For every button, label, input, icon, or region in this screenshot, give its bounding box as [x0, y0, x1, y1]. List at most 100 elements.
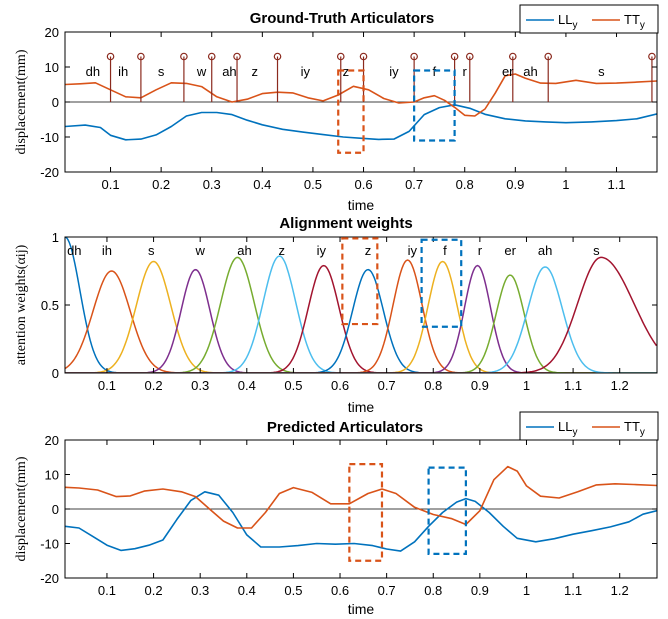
phoneme-label: iy [389, 64, 399, 79]
x-tick-label: 0.5 [284, 583, 302, 598]
x-tick-label: 0.8 [456, 177, 474, 192]
phoneme-label: r [478, 243, 483, 258]
x-tick-label: 0.3 [191, 378, 209, 393]
x-tick-label: 1.1 [564, 378, 582, 393]
phoneme-label: z [279, 243, 286, 258]
attention-curve-14 [65, 257, 657, 373]
y-tick-label: 10 [45, 468, 59, 483]
y-tick-label: 0.5 [41, 298, 59, 313]
panel-ground-truth: Ground-Truth Articulators 0.1 0.2 0.3 0.4 0.… [14, 5, 658, 213]
phoneme-label: w [196, 64, 207, 79]
legend: LLy TTy [520, 412, 658, 440]
y-tick-label: 0 [52, 366, 59, 381]
y-tick-label: -10 [40, 130, 59, 145]
panel-alignment: Alignment weights 0.1 0.2 0.3 0.4 0.5 0.6 0.7 0… [14, 215, 657, 415]
x-tick-label: 0.8 [424, 583, 442, 598]
x-tick-label: 0.4 [253, 177, 271, 192]
x-tick-label: 0.4 [238, 583, 256, 598]
phoneme-label: dh [67, 243, 81, 258]
attention-curve-12 [65, 275, 657, 373]
x-tick-label: 0.6 [331, 378, 349, 393]
x-tick-label: 0.9 [471, 583, 489, 598]
x-tick-label: 0.1 [98, 378, 116, 393]
phoneme-label: er [504, 243, 516, 258]
phoneme-label: er [502, 64, 514, 79]
phoneme-label: s [593, 243, 600, 258]
x-tick-label: 0.9 [471, 378, 489, 393]
x-tick-label: 1.1 [607, 177, 625, 192]
x-tick-label: 0.2 [145, 378, 163, 393]
panel-predicted: Predicted Articulators 0.1 0.2 0.3 0.4 0.5 0.… [14, 412, 658, 617]
x-tick-label: 0.4 [238, 378, 256, 393]
x-tick-label: 0.7 [378, 378, 396, 393]
phoneme-label: dh [86, 64, 100, 79]
y-tick-label: 0 [52, 95, 59, 110]
x-tick-label: 0.6 [331, 583, 349, 598]
x-tick-label: 1 [523, 583, 530, 598]
y-axis-label: attention weights(αij) [14, 244, 29, 365]
attention-curve-4 [65, 270, 657, 373]
y-tick-label: 0 [52, 502, 59, 517]
phoneme-label: ih [102, 243, 112, 258]
x-tick-label: 1.2 [611, 583, 629, 598]
x-tick-label: 0.2 [145, 583, 163, 598]
x-tick-label: 0.6 [354, 177, 372, 192]
phoneme-label: s [148, 243, 155, 258]
x-tick-label: 0.5 [284, 378, 302, 393]
x-tick-label: 1 [523, 378, 530, 393]
phoneme-label: iy [301, 64, 311, 79]
phoneme-label: r [463, 64, 468, 79]
x-tick-label: 0.1 [101, 177, 119, 192]
y-tick-label: -20 [40, 571, 59, 586]
y-tick-label: 1 [52, 230, 59, 245]
x-tick-label: 1 [562, 177, 569, 192]
x-axis-label: time [348, 399, 375, 415]
phoneme-label: z [365, 243, 372, 258]
y-axis-label: displacement(mm) [14, 49, 29, 154]
phoneme-label: z [251, 64, 258, 79]
x-tick-label: 0.1 [98, 583, 116, 598]
x-tick-label: 0.9 [506, 177, 524, 192]
phoneme-label: iy [317, 243, 327, 258]
x-tick-label: 0.8 [424, 378, 442, 393]
y-tick-label: -20 [40, 165, 59, 180]
x-tick-label: 0.3 [203, 177, 221, 192]
x-tick-label: 0.7 [405, 177, 423, 192]
legend: LLy TTy [520, 5, 658, 33]
phoneme-label: ah [538, 243, 552, 258]
x-tick-label: 1.1 [564, 583, 582, 598]
x-tick-label: 1.2 [611, 378, 629, 393]
attention-curve-2 [65, 271, 657, 373]
x-axis-label: time [348, 601, 375, 617]
attention-curve-8 [65, 270, 657, 373]
series-line-tty [65, 74, 657, 116]
phoneme-label: ah [237, 243, 251, 258]
attention-curve-10 [65, 262, 657, 374]
phoneme-label: w [194, 243, 205, 258]
x-tick-label: 0.3 [191, 583, 209, 598]
y-tick-label: 20 [45, 433, 59, 448]
x-tick-label: 0.7 [378, 583, 396, 598]
phoneme-label: s [598, 64, 605, 79]
highlight-box-blue [429, 468, 466, 554]
x-tick-label: 0.5 [304, 177, 322, 192]
attention-curve-9 [65, 260, 657, 373]
series-line-lly [65, 105, 657, 140]
phoneme-label: ih [118, 64, 128, 79]
phoneme-label: s [158, 64, 165, 79]
highlight-box-blue [422, 240, 462, 327]
phoneme-label: f [443, 243, 447, 258]
panel-2-title: Alignment weights [279, 215, 412, 232]
y-tick-label: 10 [45, 60, 59, 75]
panel-3-title: Predicted Articulators [267, 419, 423, 436]
attention-curve-5 [65, 257, 657, 373]
y-tick-label: 20 [45, 25, 59, 40]
phoneme-label: iy [408, 243, 418, 258]
series-line-tty [65, 467, 657, 528]
x-tick-label: 0.2 [152, 177, 170, 192]
attention-curve-6 [65, 256, 657, 373]
y-axis-label: displacement(mm) [14, 456, 29, 561]
series-line-lly [65, 492, 657, 551]
attention-curve-3 [65, 262, 657, 374]
